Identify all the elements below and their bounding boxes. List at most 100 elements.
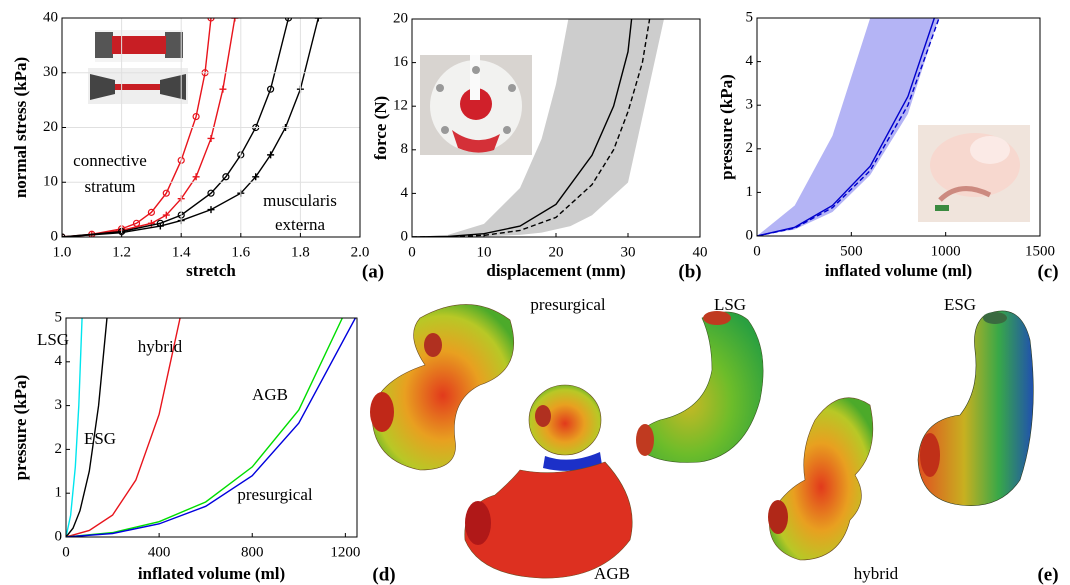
y-tick-label: 20 <box>43 119 58 135</box>
annotation: muscularis <box>263 191 337 210</box>
series-label: AGB <box>252 385 288 404</box>
mesh-label: AGB <box>594 564 630 583</box>
x-tick-label: 1.6 <box>231 244 250 260</box>
x-axis-label: displacement (mm) <box>486 261 625 280</box>
x-tick-label: 1.0 <box>53 244 72 260</box>
mesh-label: hybrid <box>854 564 899 583</box>
marker <box>207 18 215 22</box>
x-tick-label: 800 <box>241 544 264 560</box>
marker <box>267 85 275 93</box>
marker <box>222 173 230 181</box>
y-tick-label: 16 <box>393 54 409 70</box>
x-axis-label: stretch <box>186 261 236 280</box>
mesh-presurgical <box>370 304 514 471</box>
axes-box <box>61 17 361 238</box>
plot-area <box>757 18 940 236</box>
inset-photo-c <box>918 125 1030 222</box>
panel-label: (b) <box>678 261 701 282</box>
marker <box>162 211 170 219</box>
marker <box>219 85 227 93</box>
y-tick-label: 10 <box>43 174 58 190</box>
y-tick-label: 5 <box>55 309 63 325</box>
inset-photo-b <box>420 55 532 155</box>
marker <box>314 18 322 22</box>
y-axis-label: pressure (kPa) <box>717 74 736 180</box>
marker <box>207 189 215 197</box>
mesh-esg <box>917 310 1034 506</box>
y-tick-label: 40 <box>43 9 58 25</box>
x-tick-label: 1.4 <box>172 244 191 260</box>
y-tick-label: 8 <box>401 141 409 157</box>
x-tick-label: 20 <box>549 244 564 260</box>
x-tick-label: 0 <box>62 544 70 560</box>
mesh-label: LSG <box>714 295 746 314</box>
plot-area <box>412 19 664 237</box>
y-axis-label: force (N) <box>371 96 390 160</box>
marker <box>231 18 239 22</box>
x-tick-label: 500 <box>840 243 863 259</box>
series-line <box>66 318 83 537</box>
axes-box <box>65 317 358 538</box>
series-label: hybrid <box>138 337 183 356</box>
series-line <box>412 19 651 237</box>
series-line <box>66 318 108 537</box>
marker <box>156 222 164 230</box>
y-tick-label: 2 <box>55 441 63 457</box>
axes-box <box>756 17 1041 237</box>
axes-box <box>411 18 701 238</box>
x-axis-label: inflated volume (ml) <box>138 564 285 583</box>
series-line <box>66 318 356 537</box>
x-tick-label: 1.2 <box>112 244 131 260</box>
x-tick-label: 1000 <box>931 243 961 259</box>
x-tick-label: 2.0 <box>351 244 370 260</box>
marker <box>284 18 293 22</box>
panel-label: (a) <box>362 261 384 282</box>
marker <box>192 173 200 181</box>
marker <box>147 208 155 216</box>
inset-photo-a <box>88 30 188 104</box>
series-line <box>66 318 343 537</box>
y-tick-label: 30 <box>43 64 58 80</box>
x-tick-label: 30 <box>621 244 636 260</box>
y-tick-label: 5 <box>746 9 754 25</box>
band <box>757 18 939 236</box>
panel-label: (e) <box>1037 564 1058 585</box>
mesh-lsg <box>636 311 764 463</box>
marker <box>162 189 170 197</box>
marker <box>207 206 215 214</box>
x-tick-label: 40 <box>693 244 708 260</box>
y-tick-label: 0 <box>401 228 409 244</box>
y-tick-label: 0 <box>55 528 63 544</box>
y-tick-label: 20 <box>393 10 408 26</box>
y-tick-label: 0 <box>746 227 754 243</box>
series-line <box>62 18 290 237</box>
annotation: externa <box>275 215 325 234</box>
mesh-label: presurgical <box>530 295 605 314</box>
band <box>412 19 664 237</box>
series-line <box>62 18 212 237</box>
y-tick-label: 0 <box>51 228 59 244</box>
y-tick-label: 1 <box>746 184 754 200</box>
panel-label: (c) <box>1037 261 1058 282</box>
x-tick-label: 1200 <box>330 544 360 560</box>
series-label: presurgical <box>237 485 312 504</box>
y-tick-label: 4 <box>746 53 754 69</box>
marker <box>192 112 200 121</box>
x-tick-label: 0 <box>753 243 761 259</box>
marker <box>252 173 260 181</box>
x-tick-label: 0 <box>408 244 416 260</box>
y-axis-label: normal stress (kPa) <box>11 57 30 198</box>
x-tick-label: 10 <box>477 244 492 260</box>
mesh-label: ESG <box>944 295 976 314</box>
y-tick-label: 3 <box>746 97 754 113</box>
mesh-hybrid <box>768 397 874 561</box>
annotation: connective <box>73 151 147 170</box>
x-tick-label: 400 <box>148 544 171 560</box>
series-label: ESG <box>84 429 116 448</box>
x-axis-label: inflated volume (ml) <box>825 261 972 280</box>
marker <box>207 134 215 142</box>
series-label: LSG <box>37 330 69 349</box>
plot-area <box>66 318 356 537</box>
y-tick-label: 4 <box>55 353 63 369</box>
